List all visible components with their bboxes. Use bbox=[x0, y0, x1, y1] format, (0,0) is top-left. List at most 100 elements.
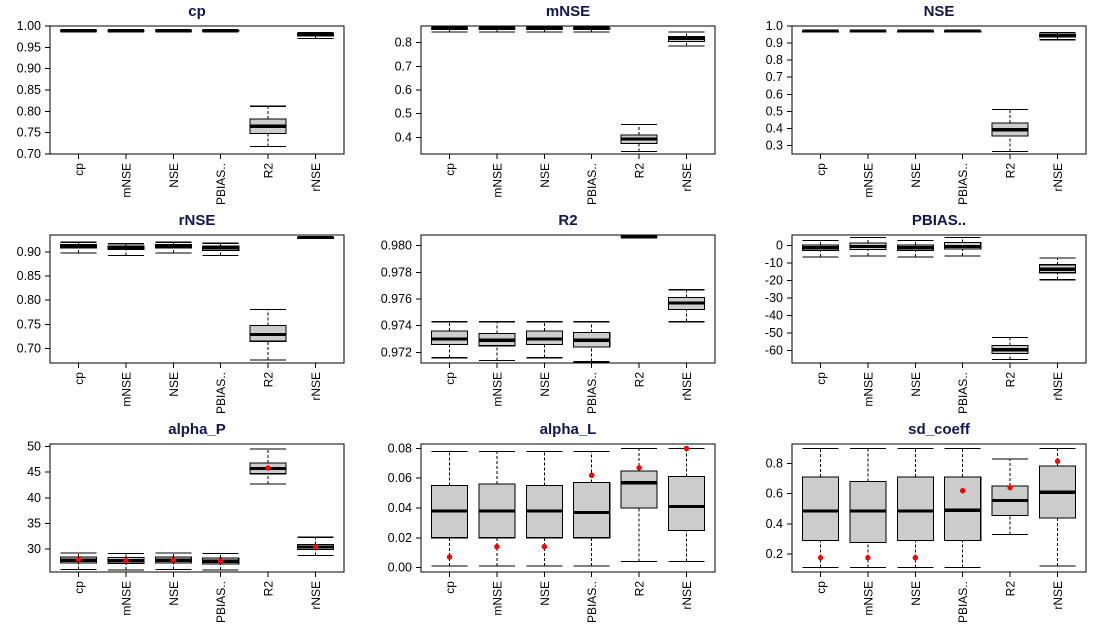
svg-text:rNSE: rNSE bbox=[1051, 581, 1065, 610]
svg-text:0.80: 0.80 bbox=[17, 104, 41, 118]
svg-text:0.8: 0.8 bbox=[766, 457, 783, 471]
svg-text:PBIAS..: PBIAS.. bbox=[956, 581, 970, 623]
svg-text:rNSE: rNSE bbox=[309, 581, 323, 610]
svg-text:rNSE: rNSE bbox=[179, 212, 216, 229]
svg-text:0.90: 0.90 bbox=[17, 62, 41, 76]
svg-text:PBIAS..: PBIAS.. bbox=[912, 212, 966, 229]
svg-text:0.2: 0.2 bbox=[766, 547, 783, 561]
svg-text:NSE: NSE bbox=[909, 581, 923, 606]
svg-text:sd_coeff: sd_coeff bbox=[908, 421, 971, 438]
svg-text:0.80: 0.80 bbox=[17, 293, 41, 307]
svg-text:0.974: 0.974 bbox=[381, 319, 412, 333]
svg-text:NSE: NSE bbox=[538, 581, 552, 606]
svg-text:cp: cp bbox=[72, 581, 86, 594]
svg-text:NSE: NSE bbox=[538, 163, 552, 188]
svg-text:0.6: 0.6 bbox=[766, 87, 783, 101]
svg-text:0.70: 0.70 bbox=[17, 147, 41, 161]
svg-text:-30: -30 bbox=[765, 291, 783, 305]
svg-text:cp: cp bbox=[443, 581, 457, 594]
svg-text:0.75: 0.75 bbox=[17, 317, 41, 331]
svg-text:PBIAS..: PBIAS.. bbox=[585, 163, 599, 205]
svg-text:0.3: 0.3 bbox=[766, 139, 783, 153]
svg-text:1.00: 1.00 bbox=[17, 19, 41, 33]
svg-text:0.8: 0.8 bbox=[766, 53, 783, 67]
svg-text:0.6: 0.6 bbox=[395, 83, 412, 97]
svg-text:mNSE: mNSE bbox=[119, 581, 133, 616]
svg-text:1.0: 1.0 bbox=[766, 19, 783, 33]
svg-text:0.70: 0.70 bbox=[17, 342, 41, 356]
svg-text:0.4: 0.4 bbox=[766, 517, 783, 531]
svg-text:PBIAS..: PBIAS.. bbox=[956, 372, 970, 414]
svg-text:R2: R2 bbox=[262, 372, 276, 388]
svg-text:mNSE: mNSE bbox=[861, 581, 875, 616]
svg-text:cp: cp bbox=[72, 163, 86, 176]
svg-text:0.8: 0.8 bbox=[395, 36, 412, 50]
svg-text:mNSE: mNSE bbox=[119, 372, 133, 407]
svg-text:rNSE: rNSE bbox=[680, 163, 694, 192]
svg-text:alpha_L: alpha_L bbox=[540, 421, 597, 438]
svg-text:mNSE: mNSE bbox=[490, 581, 504, 616]
svg-text:rNSE: rNSE bbox=[680, 581, 694, 610]
svg-text:rNSE: rNSE bbox=[309, 372, 323, 401]
svg-text:0.00: 0.00 bbox=[388, 561, 412, 575]
svg-text:cp: cp bbox=[814, 372, 828, 385]
svg-text:NSE: NSE bbox=[909, 163, 923, 188]
svg-text:0.6: 0.6 bbox=[766, 487, 783, 501]
svg-text:mNSE: mNSE bbox=[490, 163, 504, 198]
svg-text:NSE: NSE bbox=[538, 372, 552, 397]
svg-text:R2: R2 bbox=[633, 581, 647, 597]
svg-text:0.976: 0.976 bbox=[381, 292, 412, 306]
svg-text:45: 45 bbox=[27, 465, 41, 479]
svg-text:PBIAS..: PBIAS.. bbox=[214, 581, 228, 623]
svg-text:0.4: 0.4 bbox=[766, 121, 783, 135]
svg-text:0.7: 0.7 bbox=[766, 70, 783, 84]
svg-text:0.04: 0.04 bbox=[388, 501, 412, 515]
svg-text:cp: cp bbox=[188, 3, 206, 20]
svg-text:rNSE: rNSE bbox=[1051, 372, 1065, 401]
svg-text:NSE: NSE bbox=[167, 163, 181, 188]
svg-text:PBIAS..: PBIAS.. bbox=[214, 372, 228, 414]
svg-text:-20: -20 bbox=[765, 274, 783, 288]
svg-text:R2: R2 bbox=[262, 581, 276, 597]
svg-text:mNSE: mNSE bbox=[119, 163, 133, 198]
svg-text:NSE: NSE bbox=[924, 3, 955, 20]
svg-text:0.95: 0.95 bbox=[17, 40, 41, 54]
svg-text:PBIAS..: PBIAS.. bbox=[956, 163, 970, 205]
svg-text:50: 50 bbox=[27, 440, 41, 454]
svg-text:cp: cp bbox=[814, 581, 828, 594]
svg-text:-40: -40 bbox=[765, 309, 783, 323]
svg-text:R2: R2 bbox=[633, 163, 647, 179]
svg-text:-60: -60 bbox=[765, 344, 783, 358]
svg-text:0.02: 0.02 bbox=[388, 531, 412, 545]
svg-text:PBIAS..: PBIAS.. bbox=[214, 163, 228, 205]
svg-text:0.5: 0.5 bbox=[395, 107, 412, 121]
svg-text:mNSE: mNSE bbox=[861, 372, 875, 407]
svg-text:rNSE: rNSE bbox=[309, 163, 323, 192]
svg-text:0.85: 0.85 bbox=[17, 83, 41, 97]
svg-text:30: 30 bbox=[27, 542, 41, 556]
svg-text:cp: cp bbox=[814, 163, 828, 176]
svg-text:NSE: NSE bbox=[167, 372, 181, 397]
svg-text:0.06: 0.06 bbox=[388, 471, 412, 485]
svg-text:R2: R2 bbox=[1004, 372, 1018, 388]
svg-text:mNSE: mNSE bbox=[490, 372, 504, 407]
svg-text:0.9: 0.9 bbox=[766, 36, 783, 50]
svg-text:cp: cp bbox=[72, 372, 86, 385]
svg-text:0.75: 0.75 bbox=[17, 126, 41, 140]
svg-text:alpha_P: alpha_P bbox=[168, 421, 226, 438]
svg-text:mNSE: mNSE bbox=[546, 3, 590, 20]
svg-text:-50: -50 bbox=[765, 326, 783, 340]
svg-text:0.90: 0.90 bbox=[17, 245, 41, 259]
svg-text:R2: R2 bbox=[558, 212, 577, 229]
svg-text:NSE: NSE bbox=[167, 581, 181, 606]
svg-text:-10: -10 bbox=[765, 256, 783, 270]
svg-text:cp: cp bbox=[443, 163, 457, 176]
svg-text:R2: R2 bbox=[262, 163, 276, 179]
svg-text:0.980: 0.980 bbox=[381, 239, 412, 253]
svg-text:0.5: 0.5 bbox=[766, 104, 783, 118]
svg-text:PBIAS..: PBIAS.. bbox=[585, 372, 599, 414]
svg-text:cp: cp bbox=[443, 372, 457, 385]
svg-text:0.7: 0.7 bbox=[395, 59, 412, 73]
svg-text:0.08: 0.08 bbox=[388, 442, 412, 456]
svg-text:40: 40 bbox=[27, 491, 41, 505]
